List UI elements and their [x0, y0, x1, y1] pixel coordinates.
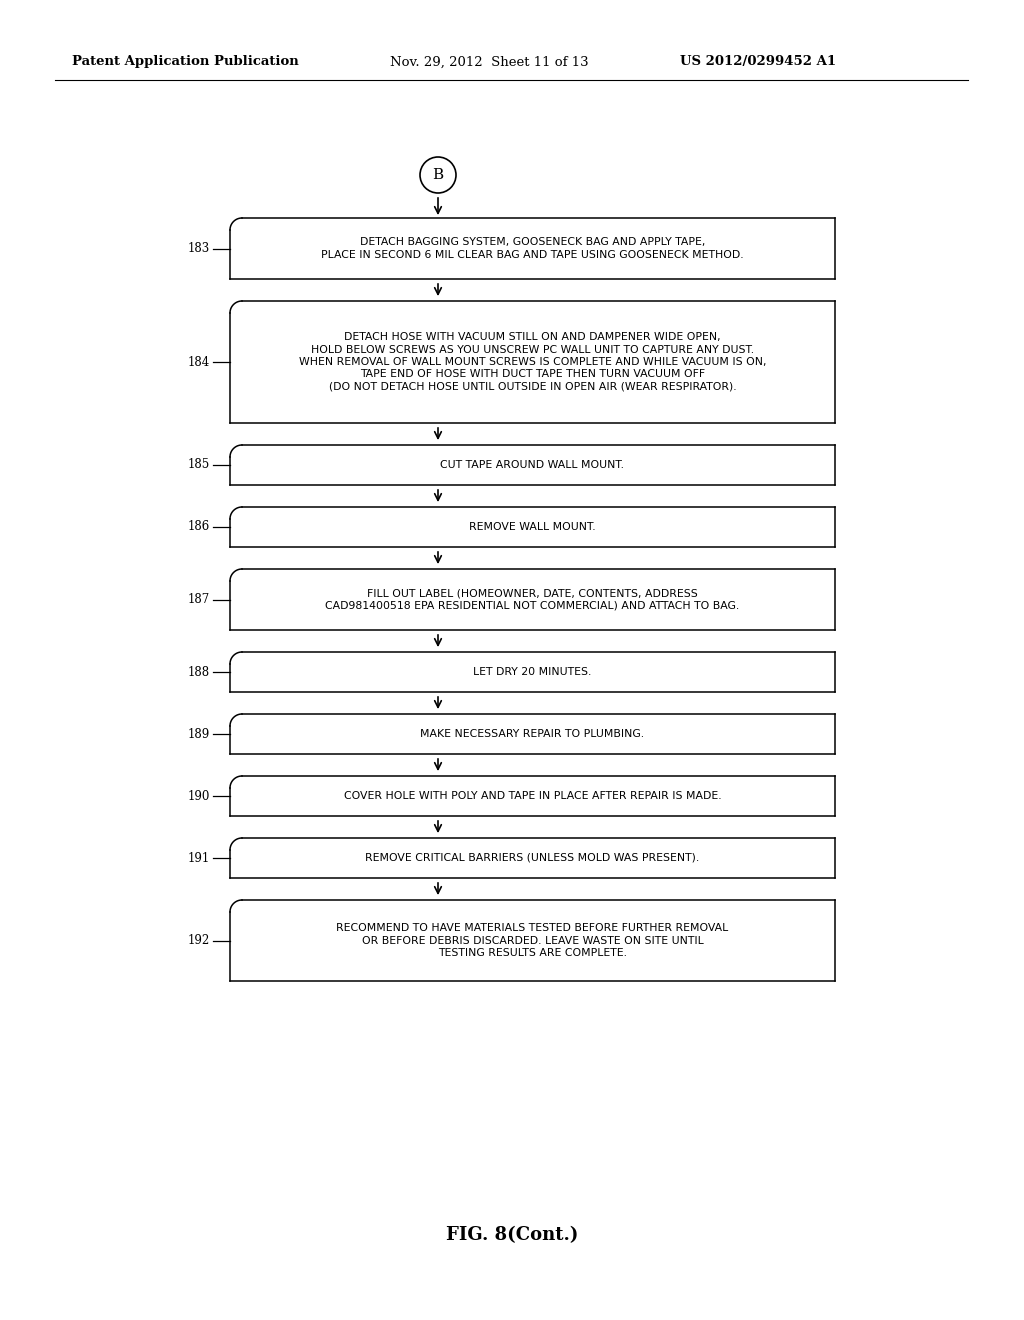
- Text: LET DRY 20 MINUTES.: LET DRY 20 MINUTES.: [473, 667, 592, 677]
- Text: 190: 190: [187, 789, 210, 803]
- Text: REMOVE WALL MOUNT.: REMOVE WALL MOUNT.: [469, 521, 596, 532]
- Text: Patent Application Publication: Patent Application Publication: [72, 55, 299, 69]
- Text: 188: 188: [187, 665, 210, 678]
- Text: 192: 192: [187, 935, 210, 946]
- Text: 189: 189: [187, 727, 210, 741]
- Text: US 2012/0299452 A1: US 2012/0299452 A1: [680, 55, 837, 69]
- Text: 191: 191: [187, 851, 210, 865]
- Text: FIG. 8(Cont.): FIG. 8(Cont.): [445, 1226, 579, 1243]
- Text: 187: 187: [187, 593, 210, 606]
- Text: DETACH BAGGING SYSTEM, GOOSENECK BAG AND APPLY TAPE,
PLACE IN SECOND 6 MIL CLEAR: DETACH BAGGING SYSTEM, GOOSENECK BAG AND…: [322, 238, 743, 260]
- Text: COVER HOLE WITH POLY AND TAPE IN PLACE AFTER REPAIR IS MADE.: COVER HOLE WITH POLY AND TAPE IN PLACE A…: [344, 791, 721, 801]
- Text: 184: 184: [187, 355, 210, 368]
- Text: 186: 186: [187, 520, 210, 533]
- Text: FILL OUT LABEL (HOMEOWNER, DATE, CONTENTS, ADDRESS
CAD981400518 EPA RESIDENTIAL : FILL OUT LABEL (HOMEOWNER, DATE, CONTENT…: [326, 589, 739, 611]
- Text: Nov. 29, 2012  Sheet 11 of 13: Nov. 29, 2012 Sheet 11 of 13: [390, 55, 589, 69]
- Text: DETACH HOSE WITH VACUUM STILL ON AND DAMPENER WIDE OPEN,
HOLD BELOW SCREWS AS YO: DETACH HOSE WITH VACUUM STILL ON AND DAM…: [299, 333, 766, 392]
- Text: RECOMMEND TO HAVE MATERIALS TESTED BEFORE FURTHER REMOVAL
OR BEFORE DEBRIS DISCA: RECOMMEND TO HAVE MATERIALS TESTED BEFOR…: [336, 923, 729, 958]
- Text: REMOVE CRITICAL BARRIERS (UNLESS MOLD WAS PRESENT).: REMOVE CRITICAL BARRIERS (UNLESS MOLD WA…: [366, 853, 699, 863]
- Text: 183: 183: [187, 242, 210, 255]
- Text: 185: 185: [187, 458, 210, 471]
- Text: CUT TAPE AROUND WALL MOUNT.: CUT TAPE AROUND WALL MOUNT.: [440, 459, 625, 470]
- Text: MAKE NECESSARY REPAIR TO PLUMBING.: MAKE NECESSARY REPAIR TO PLUMBING.: [421, 729, 644, 739]
- Text: B: B: [432, 168, 443, 182]
